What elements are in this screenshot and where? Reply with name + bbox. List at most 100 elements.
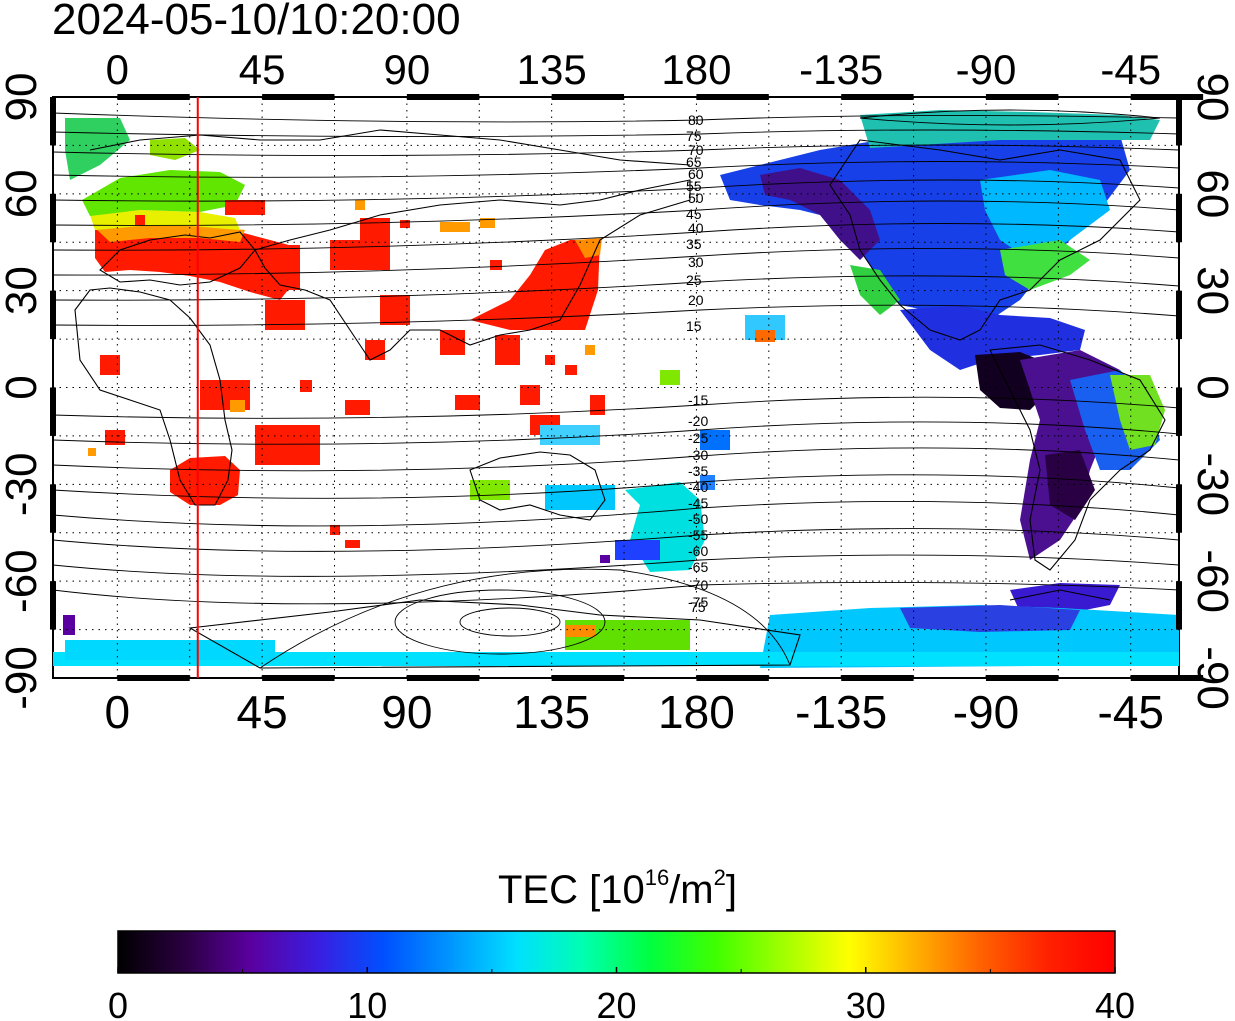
tec-scatter-red — [100, 200, 605, 548]
frame-bar-left — [50, 193, 56, 243]
frame-bar-left — [50, 581, 56, 630]
colorbar-gradient — [117, 930, 1116, 974]
frame-bar-top — [1130, 94, 1204, 100]
frame-bar-left — [50, 97, 56, 146]
lat-tick-label-right: 30 — [1188, 266, 1235, 315]
lat-tick-label-right: 60 — [1188, 169, 1235, 218]
tec-data-layer — [53, 110, 1179, 668]
lon-tick-label-bottom: 0 — [105, 686, 131, 738]
contour-label: -40 — [688, 479, 708, 495]
colorbar-label-exp2: 2 — [713, 865, 726, 890]
contour-label: 70 — [688, 142, 704, 158]
magnetic-contours — [53, 109, 1179, 669]
contour-label: 55 — [686, 178, 702, 194]
contour-label: -15 — [688, 392, 708, 408]
colorbar-label-mid: /m — [669, 868, 714, 912]
lon-tick-label-bottom: 45 — [237, 686, 288, 738]
frame-bar-right — [1176, 97, 1182, 146]
contour-label: 20 — [688, 292, 704, 308]
tec-patch-antarctic-orange — [565, 625, 595, 637]
tec-scatter-orange — [88, 200, 595, 456]
frame-bar-bottom — [262, 675, 335, 681]
frame-bar-left — [50, 387, 56, 436]
frame-bar-top — [551, 94, 625, 100]
contour-labels: 8075706560555045403530252015-15-20-25-30… — [686, 112, 708, 615]
latitude-ticks-left: 90 60 30 0 -30 -60 -90 — [0, 73, 46, 710]
frame-bar-bottom — [985, 675, 1059, 681]
frame-bar-top — [841, 94, 914, 100]
lon-tick-label-top: -90 — [956, 46, 1017, 93]
lon-tick-label-top: -45 — [1100, 46, 1161, 93]
frame-bar-top — [985, 94, 1059, 100]
tec-patch-antarctic-blue — [900, 605, 1080, 632]
frame-bar-right — [1176, 387, 1182, 436]
frame-bar-top — [117, 94, 190, 100]
colorbar-label: TEC [1016/m2] — [0, 866, 1235, 914]
lat-tick-label-left: -30 — [0, 453, 46, 517]
lon-tick-label-bottom: -45 — [1098, 686, 1164, 738]
contour-label: -65 — [688, 559, 708, 575]
frame-bar-left — [50, 484, 56, 533]
tec-patch-arctic-america — [860, 110, 1160, 148]
frame-bar-top — [262, 94, 335, 100]
colorbar-label-main: TEC [10 — [497, 868, 645, 912]
lat-tick-label-right: -90 — [1188, 646, 1235, 710]
tec-patch-south-pole-band-left — [65, 640, 275, 660]
lat-tick-label-right: 0 — [1188, 375, 1235, 399]
lon-tick-label-top: 0 — [106, 46, 129, 93]
frame-bar-bottom — [696, 675, 769, 681]
contour-label: 45 — [686, 206, 702, 222]
contour-label: 50 — [688, 190, 704, 206]
lon-tick-label-top: 180 — [661, 46, 731, 93]
longitude-ticks-top: 0 45 90 135 180 -135 -90 -45 — [106, 46, 1161, 93]
contour-label: 15 — [686, 318, 702, 334]
lat-tick-label-left: 90 — [0, 73, 46, 122]
map-panel: 8075706560555045403530252015-15-20-25-30… — [50, 94, 1204, 681]
lon-tick-label-top: 45 — [239, 46, 286, 93]
contour-label: 75 — [690, 599, 706, 615]
contour-label: -75 — [688, 594, 708, 610]
frame-bar-bottom — [117, 675, 190, 681]
contour-label: 75 — [686, 128, 702, 144]
tec-patch-north-america-cyan — [980, 170, 1110, 260]
colorbar: 0 10 20 30 40 — [108, 930, 1135, 1021]
contour-label: -60 — [688, 543, 708, 559]
frame-bar-left — [50, 290, 56, 340]
tec-patch-central-america — [900, 305, 1085, 370]
frame-bar-bottom — [406, 675, 480, 681]
contour-label: -70 — [688, 577, 708, 593]
longitude-ticks-bottom: 0 45 90 135 180 -135 -90 -45 — [105, 686, 1164, 738]
colorbar-ticks: 0 10 20 30 40 — [108, 967, 1135, 1021]
frame-bar-right — [1176, 484, 1182, 533]
frame-bar-right — [1176, 290, 1182, 340]
lat-tick-label-left: 60 — [0, 169, 46, 218]
contour-label: 65 — [686, 154, 702, 170]
lon-tick-label-bottom: 180 — [658, 686, 735, 738]
frame-bar-right — [1176, 581, 1182, 630]
lat-tick-label-left: 30 — [0, 266, 46, 315]
contour-label: -45 — [688, 495, 708, 511]
lat-tick-label-right: -30 — [1188, 453, 1235, 517]
contour-label: -50 — [688, 511, 708, 527]
lat-tick-label-right: -60 — [1188, 549, 1235, 613]
tec-patch-drake-passage — [1010, 583, 1120, 615]
frame-bar-right — [1176, 193, 1182, 243]
frame-bar-top — [696, 94, 769, 100]
colorbar-tick-label: 20 — [596, 985, 636, 1021]
lon-tick-label-top: 135 — [517, 46, 587, 93]
colorbar-tick-label: 30 — [846, 985, 886, 1021]
latitude-ticks-right: 90 60 30 0 -30 -60 -90 — [1188, 73, 1235, 710]
frame-bar-bottom — [841, 675, 914, 681]
contour-label: 35 — [686, 236, 702, 252]
colorbar-tick-label: 40 — [1095, 985, 1135, 1021]
contour-label: -55 — [688, 527, 708, 543]
lon-tick-label-bottom: 90 — [381, 686, 432, 738]
tec-patch-north-america-violet — [760, 168, 880, 260]
lon-tick-label-bottom: -135 — [795, 686, 887, 738]
contour-label: -20 — [688, 413, 708, 429]
frame-bar-bottom — [1130, 675, 1204, 681]
tec-patch-patagonia-dark — [1045, 450, 1095, 520]
frame-bar-top — [406, 94, 480, 100]
contour-label: 25 — [686, 272, 702, 288]
